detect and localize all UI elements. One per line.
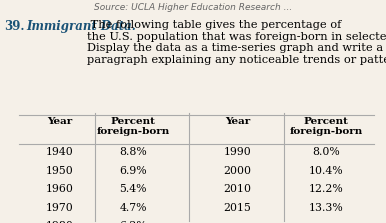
Text: 1980: 1980 bbox=[46, 221, 74, 223]
Text: 2010: 2010 bbox=[223, 184, 251, 194]
Text: 10.4%: 10.4% bbox=[309, 166, 344, 176]
Text: Percent
foreign-born: Percent foreign-born bbox=[290, 117, 363, 136]
Text: 13.3%: 13.3% bbox=[309, 203, 344, 213]
Text: 1950: 1950 bbox=[46, 166, 74, 176]
Text: 1970: 1970 bbox=[46, 203, 74, 213]
Text: 5.4%: 5.4% bbox=[119, 184, 147, 194]
Text: 1940: 1940 bbox=[46, 147, 74, 157]
Text: 2000: 2000 bbox=[223, 166, 251, 176]
Text: Year: Year bbox=[225, 117, 250, 126]
Text: 8.0%: 8.0% bbox=[312, 147, 340, 157]
Text: 1960: 1960 bbox=[46, 184, 74, 194]
Text: 39.: 39. bbox=[4, 20, 24, 33]
Text: 8.8%: 8.8% bbox=[119, 147, 147, 157]
Text: The following table gives the percentage of
the U.S. population that was foreign: The following table gives the percentage… bbox=[87, 20, 386, 65]
Text: 6.2%: 6.2% bbox=[119, 221, 147, 223]
Text: Source: UCLA Higher Education Research ...: Source: UCLA Higher Education Research .… bbox=[94, 3, 292, 12]
Text: 1990: 1990 bbox=[223, 147, 251, 157]
Text: 12.2%: 12.2% bbox=[309, 184, 344, 194]
Text: Percent
foreign-born: Percent foreign-born bbox=[96, 117, 170, 136]
Text: 2015: 2015 bbox=[223, 203, 251, 213]
Text: Year: Year bbox=[47, 117, 73, 126]
Text: 6.9%: 6.9% bbox=[119, 166, 147, 176]
Text: 4.7%: 4.7% bbox=[119, 203, 147, 213]
Text: Immigrant Data.: Immigrant Data. bbox=[26, 20, 136, 33]
